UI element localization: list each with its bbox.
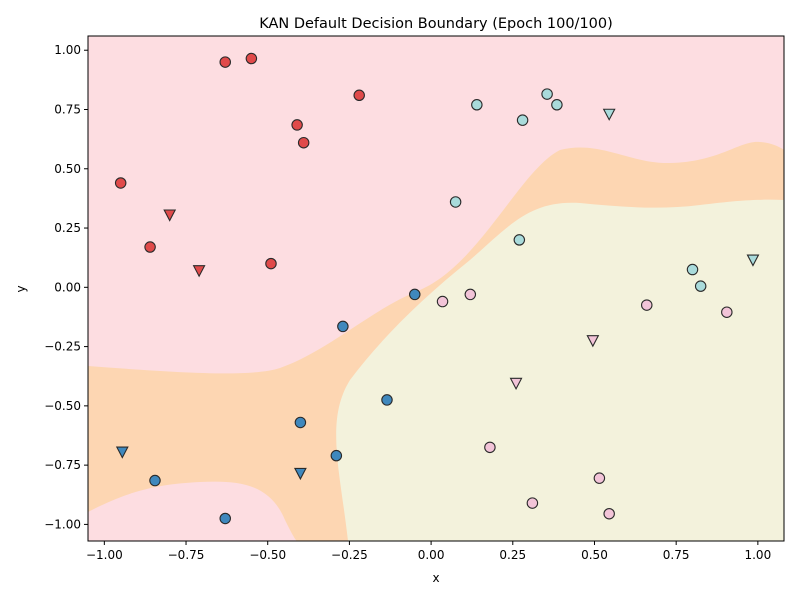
x-tick-label: 0.75: [663, 548, 690, 562]
triangle-point-pink: [586, 335, 600, 348]
point-pink: [641, 299, 653, 311]
y-tick-label: 0.75: [54, 102, 81, 116]
point-light-blue: [513, 234, 526, 246]
x-tick-label: −1.00: [86, 548, 123, 562]
point-blue: [219, 512, 231, 525]
triangle-point-red: [163, 209, 177, 222]
point-pink: [603, 507, 615, 520]
point-light-blue: [449, 196, 462, 208]
point-pink: [721, 306, 733, 318]
x-tick-label: 0.00: [418, 548, 445, 562]
point-red: [265, 257, 277, 270]
point-pink: [593, 472, 606, 484]
y-tick-label: −0.25: [44, 340, 81, 354]
point-blue: [149, 474, 161, 487]
point-light-blue: [551, 99, 563, 111]
point-blue: [337, 320, 349, 333]
x-tick-label: 0.25: [499, 548, 526, 562]
x-axis-ticks: −1.00 −0.75 −0.50 −0.25 0.00 0.25 0.50 0.75 1.00: [86, 541, 771, 562]
point-light-blue: [541, 88, 553, 100]
triangle-point-light-blue: [746, 254, 760, 267]
triangle-point-red: [192, 265, 206, 278]
point-light-blue: [686, 263, 699, 276]
x-tick-label: 1.00: [744, 548, 771, 562]
point-pink: [484, 441, 496, 454]
point-light-blue: [694, 280, 707, 292]
point-blue: [330, 449, 343, 462]
point-pink: [436, 295, 449, 308]
y-axis-ticks: −1.00 −0.75 −0.50 −0.25 0.00 0.25 0.50 0.75 1.00: [44, 43, 88, 531]
y-tick-label: 0.00: [54, 280, 81, 294]
point-blue: [294, 416, 307, 429]
x-tick-label: 0.50: [581, 548, 608, 562]
y-tick-label: −0.50: [44, 399, 81, 413]
chart-title: KAN Default Decision Boundary (Epoch 100…: [259, 16, 613, 32]
data-points: [114, 52, 760, 525]
point-pink: [464, 288, 477, 301]
x-tick-label: −0.25: [331, 548, 368, 562]
region-green: [336, 199, 784, 541]
x-axis-label: x: [432, 571, 439, 585]
point-blue: [409, 288, 421, 301]
y-tick-label: 0.50: [54, 162, 81, 176]
y-tick-label: −1.00: [44, 517, 81, 531]
x-tick-label: −0.50: [249, 548, 286, 562]
triangle-point-pink: [509, 377, 523, 391]
point-red: [219, 56, 231, 68]
point-light-blue: [471, 99, 483, 111]
point-light-blue: [516, 114, 529, 126]
region-red-lower: [88, 481, 297, 541]
x-tick-label: −0.75: [168, 548, 205, 562]
point-red: [291, 119, 303, 131]
y-tick-label: −0.75: [44, 458, 81, 472]
plot-frame: [87, 35, 785, 542]
point-red: [353, 89, 365, 102]
y-tick-label: 1.00: [54, 43, 81, 57]
triangle-point-light-blue: [602, 108, 616, 121]
y-axis-label: y: [14, 285, 28, 292]
point-pink: [526, 497, 539, 509]
point-red: [144, 241, 156, 253]
point-red: [114, 177, 127, 189]
point-red: [245, 52, 258, 65]
point-red: [297, 136, 310, 149]
triangle-point-blue: [293, 467, 307, 481]
triangle-point-blue: [115, 446, 129, 459]
y-tick-label: 0.25: [54, 221, 81, 235]
point-blue: [381, 394, 393, 406]
decision-regions: [88, 36, 784, 541]
